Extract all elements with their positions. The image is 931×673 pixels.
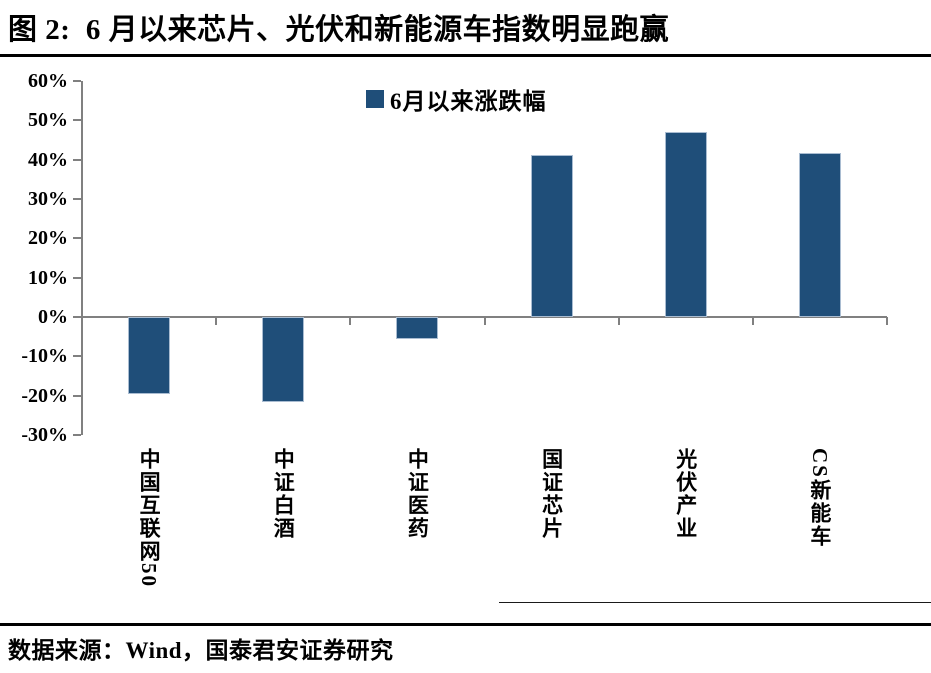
x-axis-category-label: 中国互联网50 [137,448,162,588]
x-axis-tick [886,317,888,325]
x-axis-tick [751,317,754,325]
bar [664,131,707,317]
y-axis-tick-label: -20% [21,384,68,407]
bar [128,317,171,395]
y-axis-tick [73,394,81,397]
x-axis-tick [349,317,352,325]
chart-legend: 6月以来涨跌幅 [366,82,547,116]
y-axis-tick [73,237,81,240]
x-axis-tick [215,317,218,325]
y-axis-tick-label: 20% [28,227,68,250]
legend-label: 6月以来涨跌幅 [390,89,547,114]
figure-title: 图 2: 6 月以来芯片、光伏和新能源车指数明显跑赢 [8,14,670,46]
x-axis-tick [617,317,620,325]
y-axis-tick [73,158,81,161]
bar [530,154,573,317]
x-axis-category-label: 光伏产业 [673,448,698,540]
y-axis-tick-label: 10% [28,266,68,289]
x-axis-tick [483,317,486,325]
y-axis-tick [73,434,81,436]
title-divider [0,54,931,57]
bar [396,317,439,340]
y-axis-tick-label: -10% [21,345,68,368]
x-axis-category-label: 中证白酒 [271,448,296,540]
y-axis-tick [73,198,81,200]
y-axis-tick-label: 50% [28,109,68,132]
y-axis-tick [73,276,81,279]
y-axis-tick-label: -30% [21,424,68,446]
y-axis-tick-label: 40% [28,148,68,171]
y-axis-tick [73,316,81,318]
y-axis-tick [73,119,81,122]
y-axis-tick [73,355,81,358]
y-axis-tick [73,80,81,82]
footer-divider [0,623,931,626]
x-axis-category-label: 中证医药 [405,448,430,540]
divider-hairline [499,602,931,603]
x-axis-category-label: 国证芯片 [539,448,564,540]
bar [262,317,305,402]
y-axis-tick-label: 30% [28,188,68,210]
x-axis-category-label: CS新能车 [807,448,832,548]
y-axis-tick-label: 60% [28,70,68,92]
data-source-note: 数据来源：Wind，国泰君安证券研究 [8,638,394,663]
y-axis-line [81,81,83,435]
y-axis-tick-label: 0% [38,306,68,328]
bar [798,152,841,317]
legend-swatch-icon [366,90,384,108]
x-axis-tick [81,317,83,325]
